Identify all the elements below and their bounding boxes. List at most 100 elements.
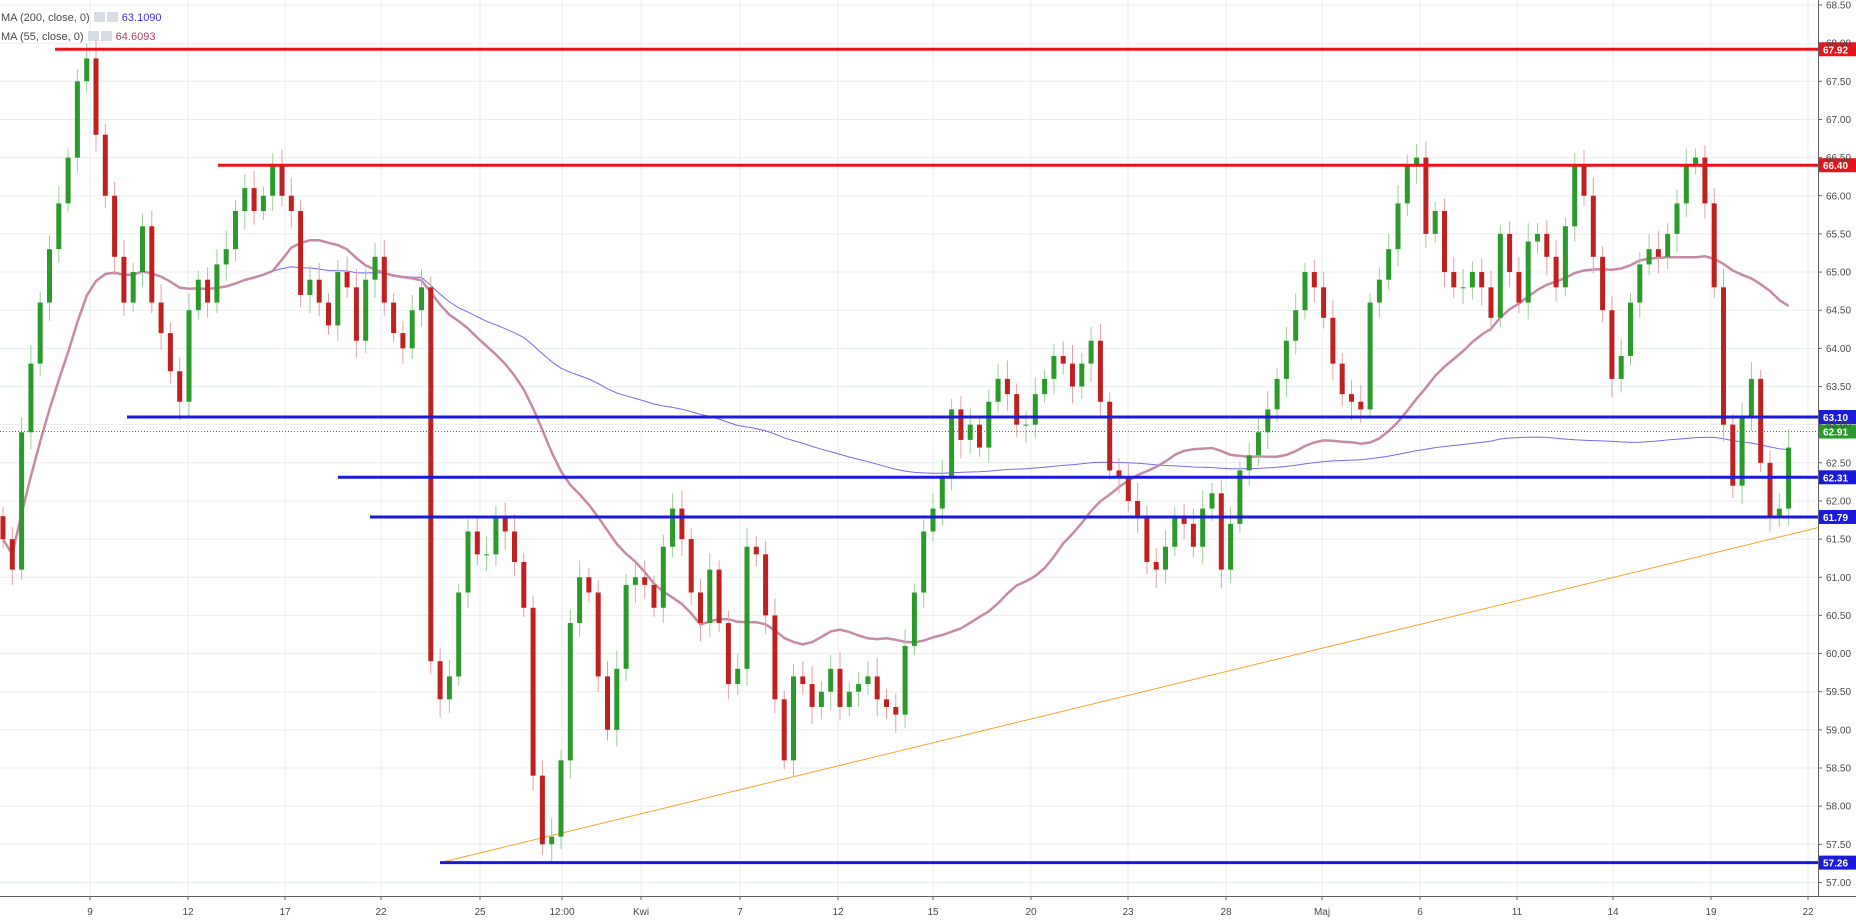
candle-body xyxy=(828,668,834,692)
x-tick-label: 12:00 xyxy=(549,907,574,918)
candle-body xyxy=(1014,394,1020,425)
time-axis[interactable]: 9 12 17 22 25 12:00 Kwi 7 12 15 20 23 28 Maj 6 11 14 19 22 xyxy=(87,896,1814,918)
candle-body xyxy=(233,211,238,250)
candle-body xyxy=(1246,455,1252,471)
candle-body xyxy=(1497,233,1503,318)
x-tick-label: 23 xyxy=(1122,907,1134,918)
candle-body xyxy=(502,516,508,532)
candle-body xyxy=(344,272,350,288)
x-tick-label: 28 xyxy=(1220,907,1232,918)
candle-body xyxy=(753,546,759,555)
y-tick-label: 68.00 xyxy=(1826,39,1851,50)
candle-body xyxy=(549,836,555,845)
candle-body xyxy=(930,508,936,532)
settings-icon[interactable] xyxy=(87,31,99,41)
candle-body xyxy=(1665,233,1671,257)
close-icon[interactable] xyxy=(106,12,118,22)
candle-body xyxy=(1228,523,1234,570)
horizontal-levels[interactable]: 67.92 66.40 63.10 62.31 61.79 57.26 62.91 xyxy=(0,42,1856,870)
candle-body xyxy=(698,592,703,624)
settings-icon[interactable] xyxy=(93,12,105,22)
candle-body xyxy=(1097,340,1103,402)
candle-body xyxy=(372,256,378,280)
close-icon[interactable] xyxy=(100,31,112,41)
candle-body xyxy=(1451,272,1457,288)
candle-body xyxy=(1711,203,1717,288)
candle-body xyxy=(1088,340,1094,364)
candle-body xyxy=(1302,272,1308,311)
candle-body xyxy=(1646,249,1652,265)
candle-body xyxy=(1674,203,1680,234)
x-tick-label: 15 xyxy=(927,907,939,918)
candle-body xyxy=(744,546,750,669)
candle-body xyxy=(1776,508,1782,517)
y-tick-label: 65.00 xyxy=(1826,268,1851,279)
price-axis[interactable]: 57.00 57.50 58.00 58.50 59.00 59.50 60.00 60.50… xyxy=(0,0,1856,897)
candle-body xyxy=(1153,561,1159,570)
candle-body xyxy=(279,165,285,196)
candle-body xyxy=(1535,233,1540,242)
candle-body xyxy=(1432,211,1438,234)
x-tick-label: 22 xyxy=(1802,907,1814,918)
candle-body xyxy=(1349,394,1354,402)
candle-body xyxy=(632,577,638,585)
candle-body xyxy=(223,249,229,265)
candle-body xyxy=(1163,546,1168,570)
x-tick-label: 20 xyxy=(1025,907,1037,918)
candle-body xyxy=(1190,523,1196,547)
trendline xyxy=(439,527,1819,864)
candle-body xyxy=(577,577,583,624)
candle-body xyxy=(614,668,620,730)
candle-body xyxy=(214,264,220,303)
candle-body xyxy=(0,516,6,540)
candle-body xyxy=(9,539,15,570)
candle-body xyxy=(1293,310,1299,341)
candle-body xyxy=(1460,287,1466,289)
candle-body xyxy=(958,409,964,440)
candle-body xyxy=(1469,272,1475,288)
candle-body xyxy=(288,195,294,212)
x-tick-label: 25 xyxy=(474,907,486,918)
candle-body xyxy=(1414,157,1420,166)
x-tick-label: 17 xyxy=(279,907,291,918)
candle-body xyxy=(186,310,192,402)
level-price-badge xyxy=(1819,158,1856,173)
ma55-legend[interactable]: MA (55, close, 0) 64.6093 xyxy=(1,31,155,43)
level-price-label: 67.92 xyxy=(1823,45,1848,56)
x-tick-label: Kwi xyxy=(633,907,649,918)
candle-body xyxy=(716,569,722,624)
x-tick-label: 11 xyxy=(1512,907,1523,918)
candle-body xyxy=(1367,302,1373,410)
candle-body xyxy=(763,554,769,616)
candle-body xyxy=(298,211,304,295)
candle-body xyxy=(809,684,815,707)
ma200-legend[interactable]: MA (200, close, 0) 63.1090 xyxy=(1,12,162,24)
candle-body xyxy=(409,310,415,349)
candle-body xyxy=(1032,394,1038,425)
candle-body xyxy=(884,699,889,707)
candle-body xyxy=(1274,378,1280,410)
candle-body xyxy=(1256,432,1261,456)
y-tick-label: 61.00 xyxy=(1826,573,1851,584)
candle-body xyxy=(326,302,331,326)
candle-body xyxy=(419,287,424,311)
candle-body xyxy=(1070,363,1075,387)
candle-body xyxy=(242,188,248,212)
candle-body xyxy=(446,676,452,700)
candle-body xyxy=(1330,317,1336,364)
candle-body xyxy=(121,256,127,303)
candle-body xyxy=(391,302,397,334)
candle-body xyxy=(1060,355,1066,364)
candle-body xyxy=(1209,493,1215,509)
level-price-badge xyxy=(1819,410,1856,425)
ma55-value: 64.6093 xyxy=(115,31,156,43)
ma200-value: 63.1090 xyxy=(121,12,162,24)
candle-body xyxy=(112,195,118,257)
candle-body xyxy=(1395,203,1401,250)
candle-body xyxy=(205,279,211,303)
candle-body xyxy=(1655,249,1661,257)
candle-body xyxy=(47,249,52,303)
